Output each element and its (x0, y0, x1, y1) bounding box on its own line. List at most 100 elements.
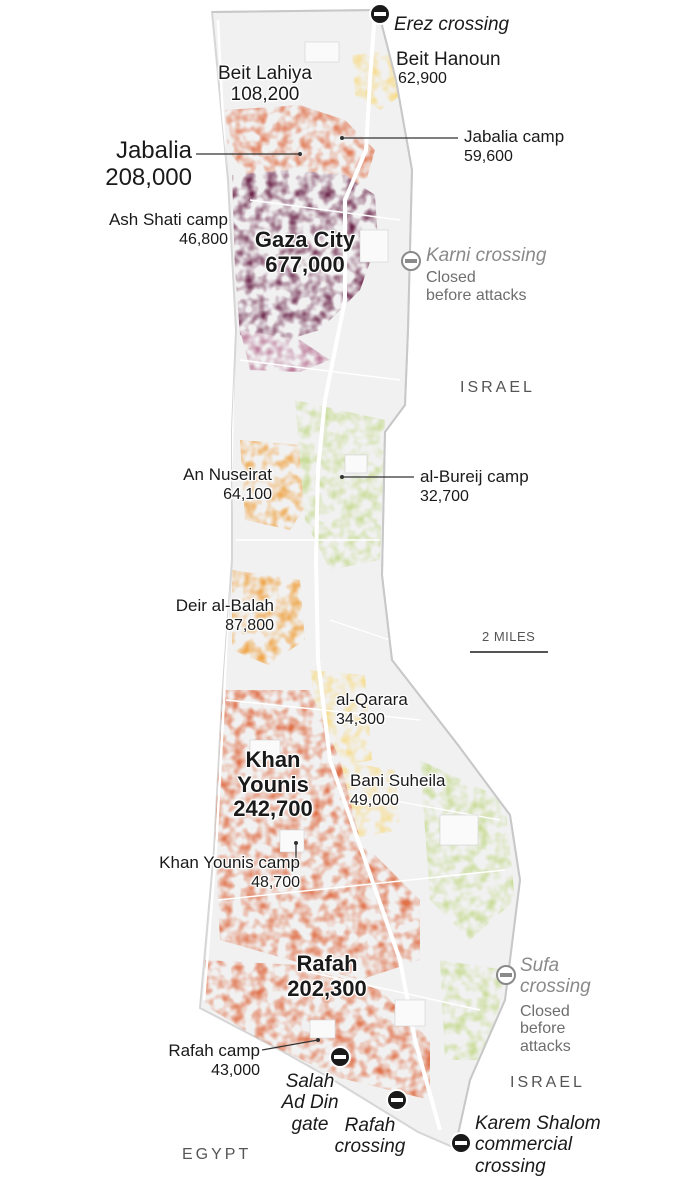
al-qarara-pop: 34,300 (336, 711, 385, 729)
karem-line3: crossing (475, 1155, 546, 1177)
building-footprints (249, 41, 479, 1039)
karem-line2: commercial (475, 1134, 573, 1156)
salah-al-din-road (313, 11, 442, 1131)
beit-hanoun-area (352, 50, 402, 110)
khan-younis-camp-dot (294, 841, 298, 845)
rafah-crossing-line2: crossing (334, 1136, 406, 1158)
erez-crossing-icon (369, 3, 391, 25)
israel-label-north: ISRAEL (460, 379, 535, 397)
karni-note-line1: Closed (426, 269, 476, 287)
jabalia-dot (298, 152, 302, 156)
rafah-crossing-label: Rafah crossing (320, 1115, 420, 1158)
rafah-camp-dot (316, 1038, 320, 1042)
salah-line3: gate (291, 1113, 329, 1135)
south-east-sparse-area (440, 960, 505, 1060)
khan-younis-name-line2: Younis (237, 771, 309, 797)
egypt-text: EGYPT (182, 1146, 252, 1163)
bani-suheila-label: Bani Suheila 49,000 (350, 771, 445, 810)
erez-crossing-label: Erez crossing (394, 14, 509, 35)
rafah-label: Rafah 202,300 (272, 951, 382, 1001)
an-nuseirat-pop: 64,100 (223, 486, 272, 504)
bani-suheila-pop: 49,000 (350, 792, 399, 810)
rafah-camp-label: Rafah camp 43,000 (140, 1041, 260, 1080)
jabalia-camp-label: Jabalia camp 59,600 (464, 127, 564, 166)
khan-younis-pop: 242,700 (233, 796, 313, 822)
an-nuseirat-name: An Nuseirat (183, 465, 272, 484)
sufa-crossing-name-line1: Sufa (520, 955, 560, 976)
gaza-city-area (232, 170, 378, 345)
khan-younis-name-line1: Khan (245, 747, 301, 772)
erez-crossing-name: Erez crossing (394, 14, 510, 35)
rafah-crossing-line1: Rafah (344, 1115, 396, 1136)
gaza-city-label: Gaza City 677,000 (230, 227, 380, 277)
bureij-dot (340, 475, 344, 479)
salah-ad-din-gate-label: Salah Ad Din gate (270, 1071, 350, 1135)
sufa-crossing-label: Sufa crossing Closed before attacks (520, 955, 591, 1056)
karem-shalom-crossing-label: Karem Shalom commercial crossing (475, 1113, 601, 1177)
beit-hanoun-label: Beit Hanoun 62,900 (396, 49, 501, 88)
sufa-note-line1: Closed (520, 1002, 570, 1020)
sufa-note-line3: attacks (520, 1038, 571, 1056)
ash-shati-camp-pop: 46,800 (179, 231, 228, 249)
rafah-crossing-icon (386, 1089, 408, 1111)
rafah-camp-leader (261, 1039, 319, 1051)
rafah-camp-pop: 43,000 (211, 1062, 260, 1080)
beit-hanoun-pop: 62,900 (398, 70, 447, 88)
east-sparse-area (420, 760, 515, 940)
khan-younis-camp-name: Khan Younis camp (159, 853, 300, 872)
rafah-name: Rafah (296, 951, 358, 976)
strip-border (211, 8, 522, 1149)
salah-line1: Salah (285, 1071, 335, 1092)
egypt-label: EGYPT (182, 1146, 251, 1164)
bani-suheila-name: Bani Suheila (350, 771, 446, 790)
scale-bar-text: 2 MILES (482, 629, 536, 644)
beit-lahiya-name: Beit Lahiya (217, 63, 312, 84)
salah-ad-din-gate-icon (329, 1046, 351, 1068)
israel-south-text: ISRAEL (510, 1074, 585, 1091)
deir-al-balah-name: Deir al-Balah (175, 596, 274, 615)
jabalia-label: Jabalia 208,000 (90, 137, 192, 192)
leader-dots (294, 136, 344, 1042)
khan-younis-camp-label: Khan Younis camp 48,700 (120, 853, 300, 892)
jabalia-camp-pop: 59,600 (464, 148, 513, 166)
al-qarara-name: al-Qarara (336, 690, 408, 709)
khan-younis-area (214, 690, 420, 980)
gaza-south-area (240, 330, 330, 372)
leader-lines (196, 137, 458, 1051)
karni-crossing-name: Karni crossing (426, 245, 547, 266)
karem-line1: Karem Shalom (475, 1113, 601, 1134)
khan-younis-label: Khan Younis 242,700 (218, 747, 328, 822)
beit-lahiya-pop: 108,200 (230, 84, 300, 106)
al-bureij-camp-pop: 32,700 (420, 488, 469, 506)
deir-al-balah-area (232, 570, 305, 665)
scale-bar-label: 2 MILES (482, 629, 536, 645)
jabalia-name: Jabalia (115, 137, 192, 164)
jabalia-camp-name: Jabalia camp (464, 127, 565, 146)
jabalia-camp-dot (340, 136, 344, 140)
al-bureij-camp-label: al-Bureij camp 32,700 (420, 467, 529, 506)
sufa-note-line2: before (520, 1020, 566, 1038)
karem-shalom-crossing-icon (450, 1132, 472, 1154)
ash-shati-camp-label: Ash Shati camp 46,800 (80, 210, 228, 249)
sufa-crossing-icon (496, 965, 516, 985)
jabalia-pop: 208,000 (105, 163, 192, 191)
beit-lahiya-area (225, 105, 375, 192)
crossing-markers (329, 3, 516, 1154)
beit-lahiya-label: Beit Lahiya 108,200 (200, 63, 330, 106)
israel-label-south: ISRAEL (510, 1074, 585, 1092)
al-bureij-camp-name: al-Bureij camp (420, 467, 529, 486)
nuseirat-area (240, 440, 310, 530)
deir-al-balah-label: Deir al-Balah 87,800 (130, 596, 274, 635)
karni-note-line2: before attacks (426, 287, 527, 305)
ash-shati-camp-name: Ash Shati camp (108, 210, 228, 229)
salah-line2: Ad Din (281, 1092, 339, 1114)
israel-north-text: ISRAEL (460, 379, 535, 396)
deir-al-balah-pop: 87,800 (225, 617, 274, 635)
beit-hanoun-name: Beit Hanoun (396, 49, 501, 70)
karni-crossing-label: Karni crossing Closed before attacks (426, 245, 546, 305)
khan-younis-camp-pop: 48,700 (251, 874, 300, 892)
an-nuseirat-label: An Nuseirat 64,100 (140, 465, 272, 504)
gaza-city-pop: 677,000 (265, 251, 345, 277)
rafah-pop: 202,300 (287, 975, 367, 1001)
